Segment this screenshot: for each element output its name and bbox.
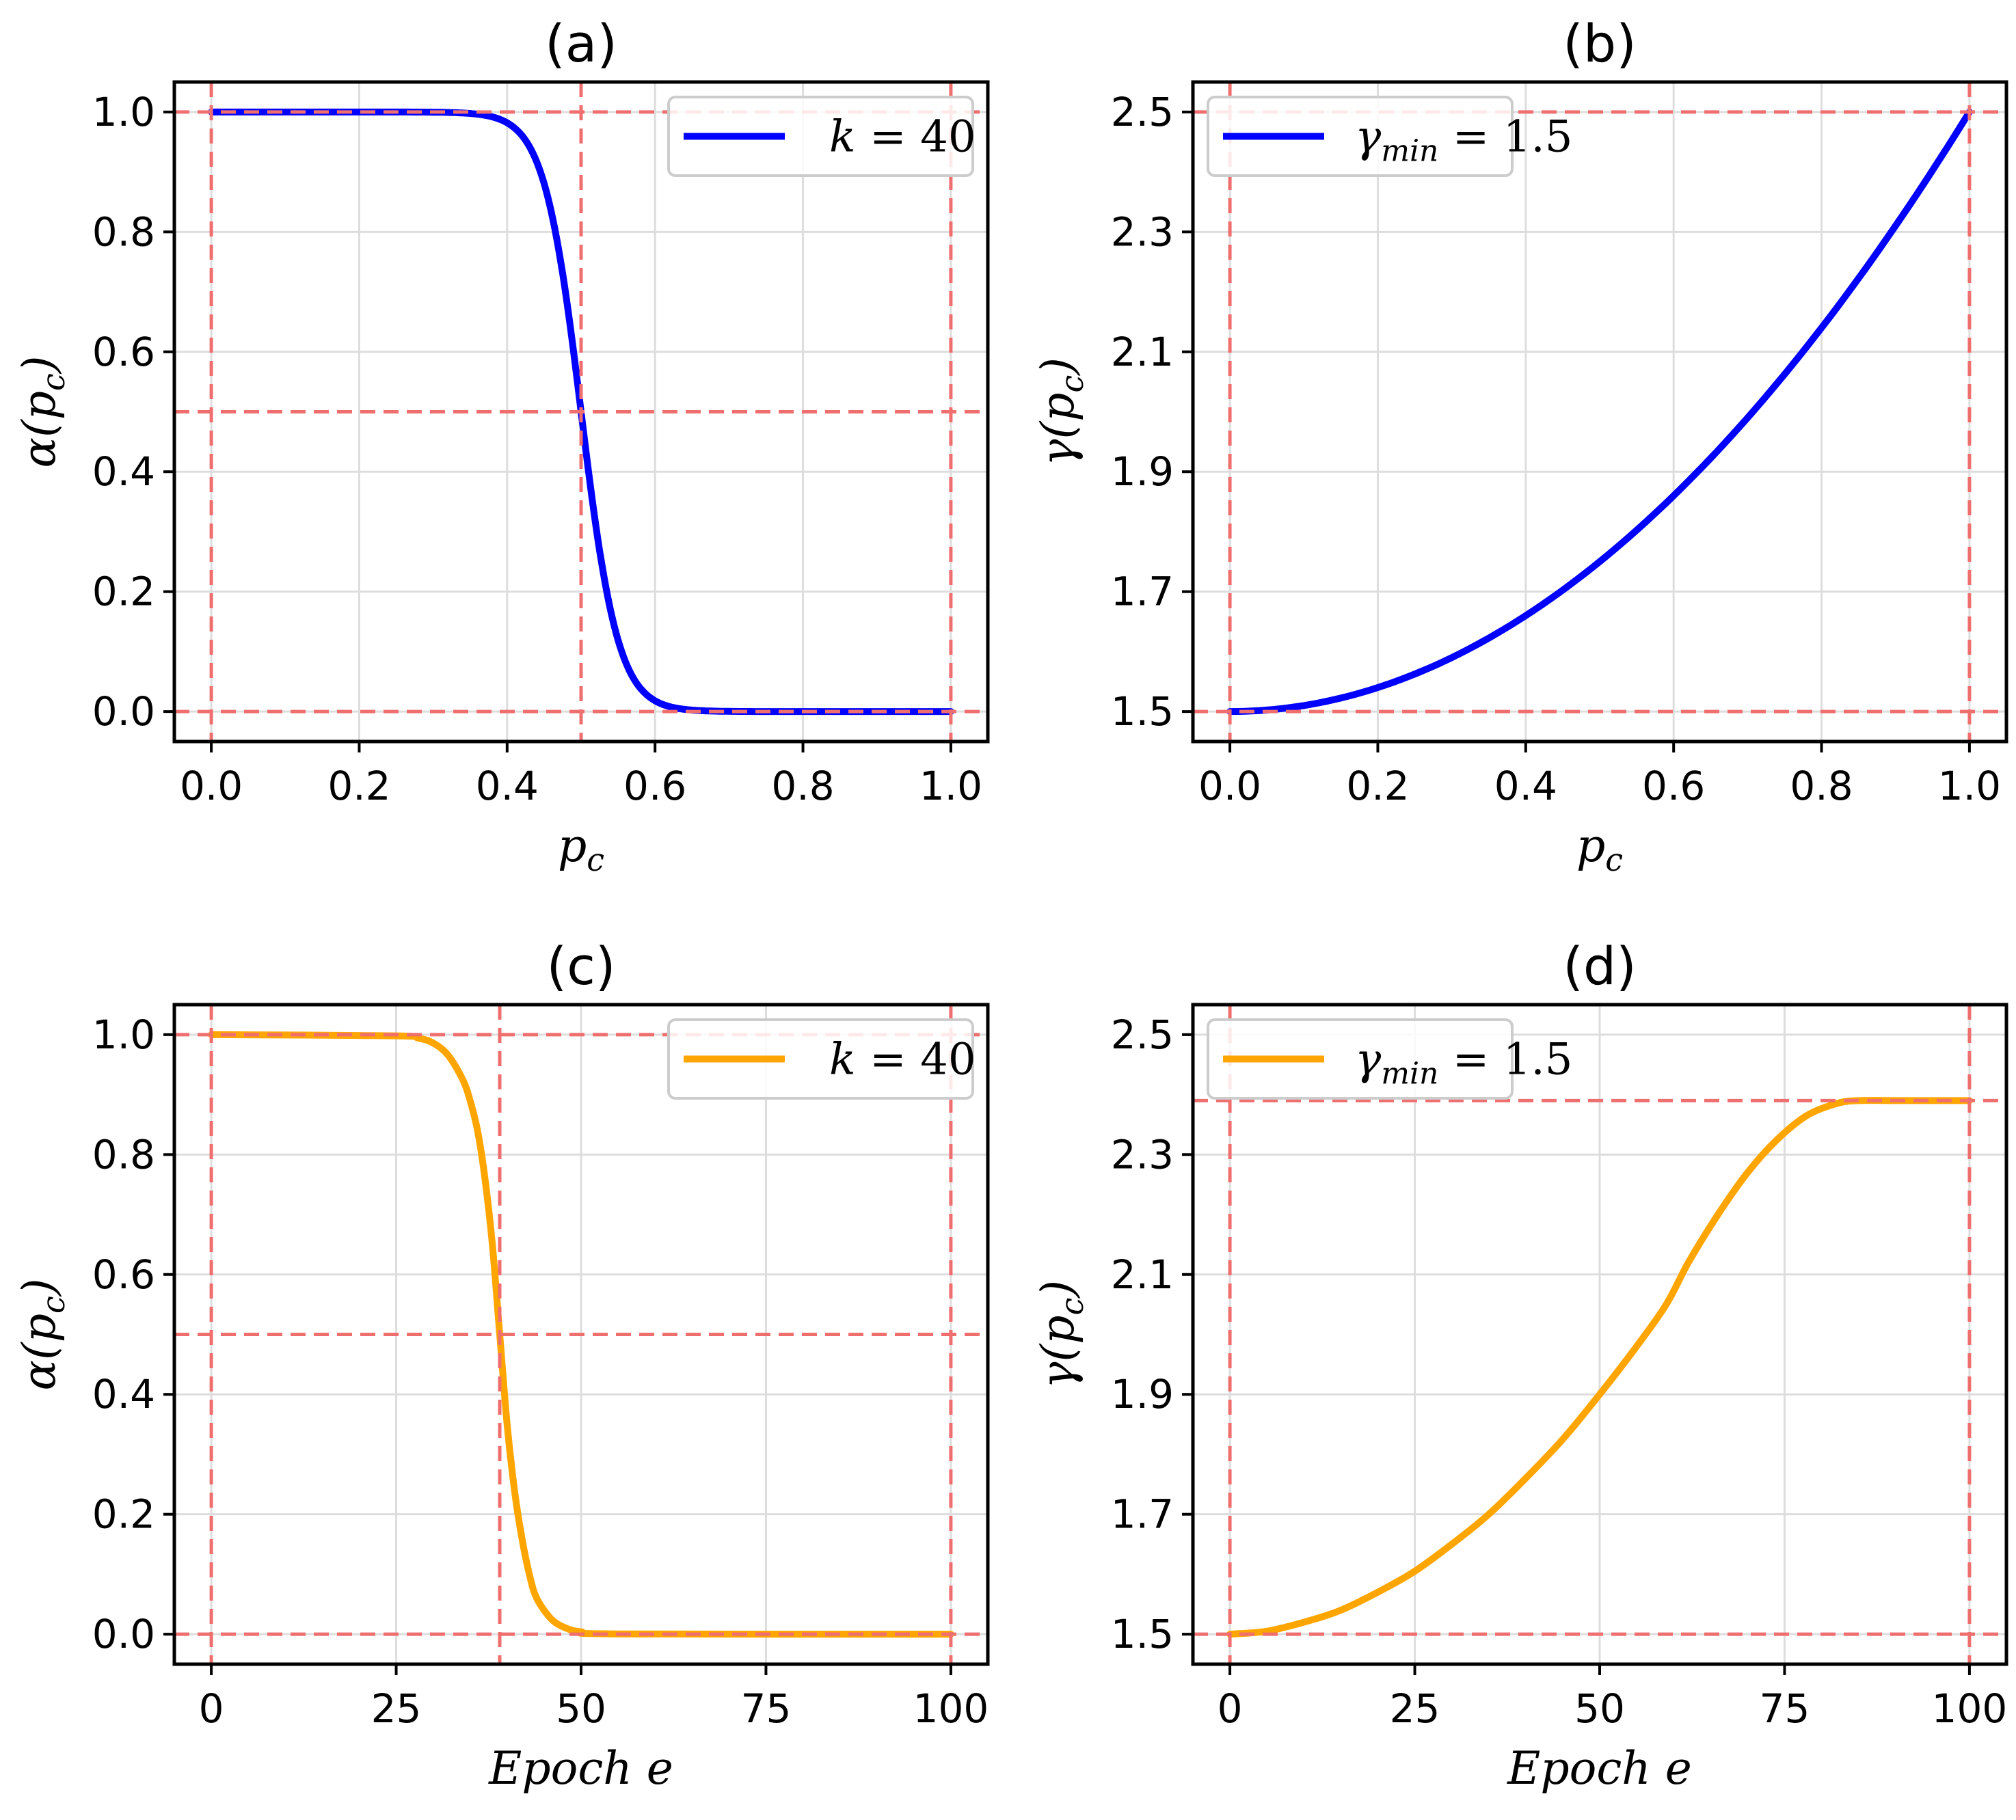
y-tick-label: 1.7	[1111, 569, 1174, 615]
y-tick-label: 2.1	[1111, 1251, 1174, 1298]
y-tick-label: 2.5	[1111, 89, 1174, 135]
series-line	[208, 1031, 954, 1638]
x-tick-label: 0	[1218, 1685, 1243, 1732]
x-tick-label: 0.2	[1346, 763, 1409, 809]
y-axis-label: α(pc)	[13, 355, 72, 467]
x-tick-label: 75	[741, 1685, 792, 1732]
x-tick-label: 100	[1932, 1685, 2008, 1732]
y-tick-label: 0.2	[92, 1491, 155, 1538]
y-tick-label: 1.0	[92, 1011, 155, 1058]
legend: γmin = 1.5	[1207, 1018, 1572, 1100]
legend: k = 40	[667, 1018, 976, 1100]
y-tick-label: 1.9	[1111, 448, 1174, 495]
x-tick-label: 0	[199, 1685, 224, 1732]
x-tick-label: 0.0	[180, 763, 243, 809]
chart-title: (b)	[1563, 13, 1637, 74]
legend-label: k = 40	[829, 1035, 976, 1085]
legend-box	[1207, 96, 1514, 177]
y-tick-label: 1.5	[1111, 688, 1174, 735]
x-tick-label: 0.4	[1494, 763, 1557, 809]
x-axis-label: Epoch e	[1507, 1742, 1692, 1795]
x-axis-label: pc	[558, 819, 604, 878]
legend: k = 40	[667, 96, 976, 177]
x-tick-label: 0.8	[771, 763, 834, 809]
x-tick-label: 25	[371, 1685, 422, 1732]
x-tick-label: 1.0	[1938, 763, 2001, 809]
chart-panel-d: 0 25 50 75 100 1.5 1.7 1.9 2.1 2.3 2.5 (d) Epoch e γ(…	[1032, 936, 2008, 1795]
chart-title: (a)	[545, 13, 617, 74]
series-line	[1226, 108, 1973, 716]
y-tick-label: 0.2	[92, 569, 155, 615]
chart-title: (d)	[1563, 936, 1637, 996]
y-tick-label: 1.7	[1111, 1491, 1174, 1538]
x-tick-label: 0.0	[1198, 763, 1261, 809]
y-tick-label: 0.4	[92, 448, 155, 495]
x-tick-label: 50	[1574, 1685, 1625, 1732]
y-axis-label: α(pc)	[13, 1278, 72, 1390]
y-tick-label: 0.6	[92, 329, 155, 375]
plot-frame	[172, 80, 990, 744]
x-tick-label: 0.6	[1642, 763, 1705, 809]
x-tick-label: 50	[556, 1685, 606, 1732]
legend-label: k = 40	[829, 112, 976, 163]
legend: γmin = 1.5	[1207, 96, 1572, 177]
x-tick-label: 0.6	[623, 763, 686, 809]
y-tick-label: 0.8	[92, 208, 155, 255]
chart-title: (c)	[546, 936, 615, 996]
legend-box	[667, 96, 974, 177]
y-tick-label: 1.9	[1111, 1371, 1174, 1417]
chart-panel-a: 0.0 0.2 0.4 0.6 0.8 1.0 0.0 0.2 0.4 0.6 0.8 1.0 (a) p…	[13, 13, 990, 878]
y-tick-label: 2.3	[1111, 1131, 1174, 1178]
x-tick-label: 0.8	[1790, 763, 1853, 809]
x-tick-label: 100	[913, 1685, 989, 1732]
x-tick-label: 1.0	[919, 763, 982, 809]
series-line	[1226, 1097, 1973, 1638]
legend-label: γmin = 1.5	[1355, 112, 1572, 169]
chart-panel-b: 0.0 0.2 0.4 0.6 0.8 1.0 1.5 1.7 1.9 2.1 2.3 2.5 (b) p…	[1032, 13, 2008, 878]
y-tick-label: 0.0	[92, 1611, 155, 1657]
legend-label: γmin = 1.5	[1355, 1035, 1572, 1091]
plot-frame	[1191, 80, 2008, 744]
y-tick-label: 2.1	[1111, 329, 1174, 375]
y-tick-label: 0.0	[92, 688, 155, 735]
y-tick-label: 0.4	[92, 1371, 155, 1417]
y-tick-label: 1.5	[1111, 1611, 1174, 1657]
y-tick-label: 0.6	[92, 1251, 155, 1298]
x-tick-label: 0.4	[476, 763, 539, 809]
legend-box	[667, 1018, 974, 1100]
x-tick-label: 0.2	[327, 763, 390, 809]
x-tick-label: 75	[1760, 1685, 1810, 1732]
y-tick-label: 0.8	[92, 1131, 155, 1178]
x-tick-label: 25	[1390, 1685, 1440, 1732]
chart-panel-c: 0 25 50 75 100 0.0 0.2 0.4 0.6 0.8 1.0 (c) Epoch e α(…	[13, 936, 990, 1795]
legend-box	[1207, 1018, 1514, 1100]
y-tick-label: 2.3	[1111, 208, 1174, 255]
y-axis-label: γ(pc)	[1032, 1280, 1090, 1389]
y-axis-label: γ(pc)	[1032, 357, 1090, 466]
y-tick-label: 2.5	[1111, 1011, 1174, 1058]
x-axis-label: Epoch e	[488, 1742, 673, 1795]
x-axis-label: pc	[1576, 819, 1623, 878]
y-tick-label: 1.0	[92, 89, 155, 135]
